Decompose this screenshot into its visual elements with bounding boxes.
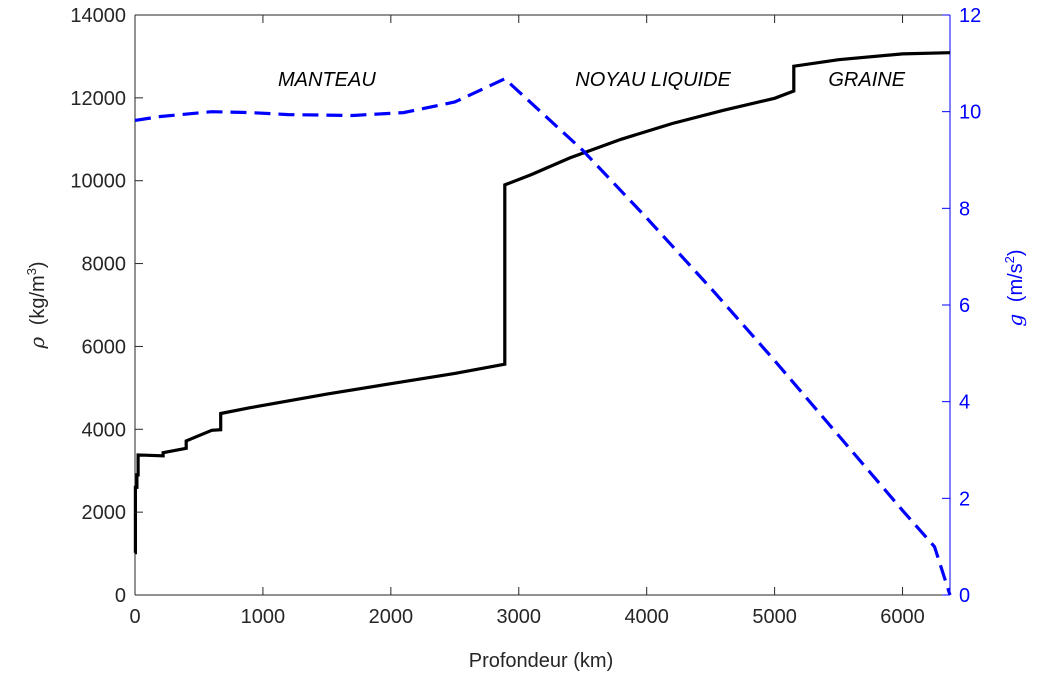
y-right-tick-label: 10 [959, 102, 981, 124]
y-right-tick-label: 2 [959, 488, 970, 510]
x-tick-label: 3000 [497, 606, 542, 628]
series-layer [133, 51, 952, 596]
y-axis-title-left-close: ) [27, 261, 49, 268]
y-left-tick-label: 10000 [70, 171, 126, 193]
y-axis-title-right-unit: (m/s [1005, 263, 1027, 302]
y-left-tick-label: 12000 [70, 88, 126, 110]
y-right-tick-label: 12 [959, 5, 981, 27]
y-left-tick-label: 6000 [82, 336, 127, 358]
y-left-tick-label: 4000 [82, 419, 127, 441]
y-axis-title-right-close: ) [1005, 249, 1027, 256]
y-axis-title-right-symbol: g [1003, 314, 1027, 327]
plot-area [135, 15, 950, 595]
y-right-tick-label: 8 [959, 198, 970, 220]
y-axis-title-left: ρ (kg/m3) [24, 261, 49, 349]
region-label: MANTEAU [278, 69, 376, 91]
series-gravity-line [134, 76, 952, 596]
x-axis-title: Profondeur (km) [469, 650, 614, 672]
ticks-layer: 0 1000 2000 3000 4000 5000 6000020004000600080… [70, 5, 981, 628]
region-label: NOYAU LIQUIDE [575, 69, 731, 91]
x-tick-label: 0 [129, 606, 140, 628]
y-axis-title-right: g (m/s2) [1002, 249, 1027, 326]
x-tick-label: 6000 [880, 606, 925, 628]
y-axis-title-right-sup: 2 [1002, 256, 1017, 263]
y-left-tick-label: 8000 [82, 254, 127, 276]
x-tick-label: 4000 [624, 606, 669, 628]
x-tick-label: 5000 [752, 606, 797, 628]
x-tick-label: 2000 [369, 606, 414, 628]
x-tick-label: 1000 [241, 606, 286, 628]
region-label: GRAINE [828, 69, 905, 91]
y-right-tick-label: 4 [959, 392, 970, 414]
y-right-tick-label: 6 [959, 295, 970, 317]
y-axis-title-left-unit: (kg/m [27, 275, 49, 325]
series-density-line [133, 51, 951, 555]
y-axis-title-left-sup: 3 [24, 268, 39, 275]
y-left-tick-label: 2000 [82, 502, 127, 524]
y-left-tick-label: 0 [115, 585, 126, 607]
annotations-layer: MANTEAU NOYAU LIQUIDE GRAINE [278, 69, 906, 91]
y-right-tick-label: 0 [959, 585, 970, 607]
y-left-tick-label: 14000 [70, 5, 126, 27]
y-axis-title-left-symbol: ρ [25, 337, 49, 350]
plot-frame [134, 14, 951, 596]
